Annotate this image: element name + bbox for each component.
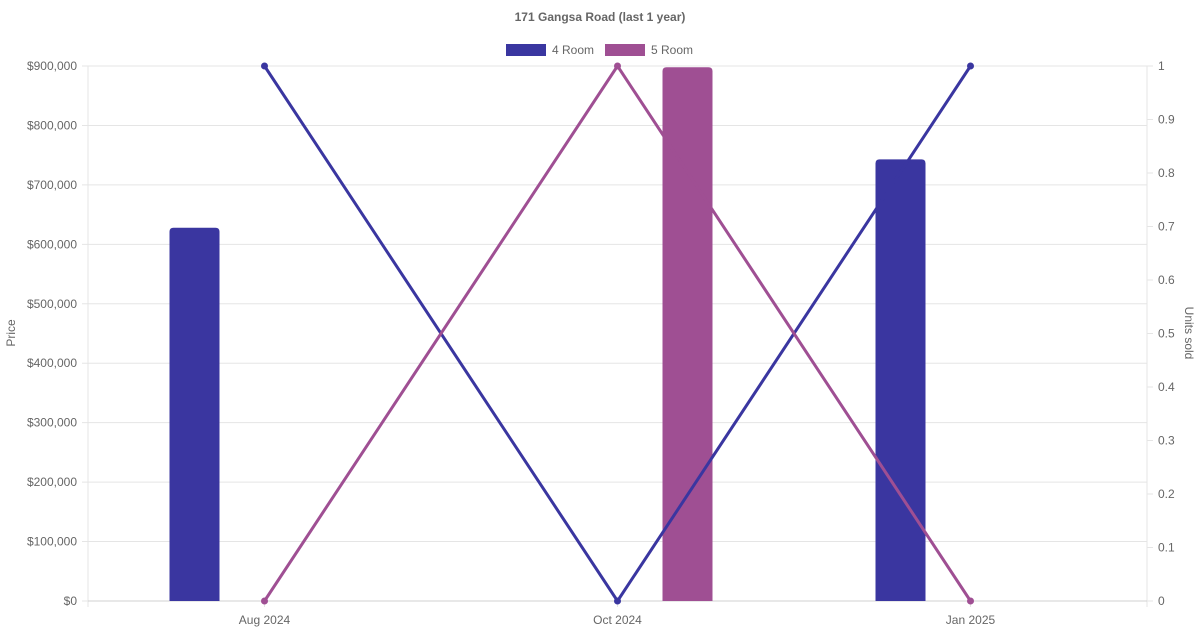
- y2-tick-label: 0: [1158, 594, 1165, 608]
- legend-label-5-room: 5 Room: [651, 43, 693, 57]
- y-tick-label: $100,000: [27, 535, 77, 549]
- legend-swatch-5-room: [605, 44, 645, 56]
- point-5-room: [261, 597, 268, 605]
- point-4-room: [614, 597, 621, 605]
- legend-swatch-4-room: [506, 44, 546, 56]
- y-tick-label: $900,000: [27, 59, 77, 73]
- y-axis-title: Price: [4, 319, 18, 347]
- legend-item-5-room[interactable]: 5 Room: [605, 43, 693, 57]
- y-tick-label: $400,000: [27, 356, 77, 370]
- y2-tick-label: 0.7: [1158, 220, 1175, 234]
- bar-4-room: [875, 159, 926, 602]
- y2-tick-label: 0.8: [1158, 166, 1175, 180]
- x-tick-label: Aug 2024: [239, 613, 291, 627]
- y-axis-ticks: $0 $100,000 $200,000 $300,000 $400,000 $500,0…: [27, 59, 77, 608]
- y2-axis-ticks: 0 0.1 0.2 0.3 0.4 0.5 0.6 0.7 0.8 0.9 1: [1158, 59, 1175, 608]
- x-tick-label: Oct 2024: [593, 613, 642, 627]
- legend: 4 Room 5 Room: [506, 43, 693, 57]
- y-tick-label: $0: [64, 594, 78, 608]
- y2-tick-label: 1: [1158, 59, 1165, 73]
- y-tick-label: $700,000: [27, 178, 77, 192]
- point-4-room: [261, 62, 268, 70]
- y-tick-label: $200,000: [27, 475, 77, 489]
- grid: [82, 65, 1153, 607]
- x-tick-label: Jan 2025: [946, 613, 996, 627]
- y2-tick-label: 0.1: [1158, 541, 1175, 555]
- line-4-room: [263, 65, 972, 603]
- y-tick-label: $800,000: [27, 118, 77, 132]
- chart-title: 171 Gangsa Road (last 1 year): [515, 10, 686, 24]
- y-tick-label: $600,000: [27, 237, 77, 251]
- y2-tick-label: 0.4: [1158, 380, 1175, 394]
- bar-4-room: [169, 227, 220, 601]
- bar-5-room: [662, 67, 713, 601]
- legend-label-4-room: 4 Room: [552, 43, 594, 57]
- line-5-room: [263, 64, 972, 602]
- y2-tick-label: 0.6: [1158, 273, 1175, 287]
- points: [261, 62, 974, 605]
- bars: [169, 67, 926, 602]
- legend-item-4-room[interactable]: 4 Room: [506, 43, 594, 57]
- y-tick-label: $300,000: [27, 416, 77, 430]
- point-4-room: [967, 62, 974, 70]
- y2-tick-label: 0.2: [1158, 487, 1175, 501]
- y-tick-label: $500,000: [27, 297, 77, 311]
- lines: [263, 64, 972, 603]
- point-5-room: [614, 62, 621, 70]
- point-5-room: [967, 597, 974, 605]
- y2-tick-label: 0.3: [1158, 434, 1175, 448]
- y2-tick-label: 0.9: [1158, 113, 1175, 127]
- y2-axis-title: Units sold: [1182, 307, 1196, 360]
- x-axis-ticks: Aug 2024 Oct 2024 Jan 2025: [239, 613, 996, 627]
- y2-tick-label: 0.5: [1158, 327, 1175, 341]
